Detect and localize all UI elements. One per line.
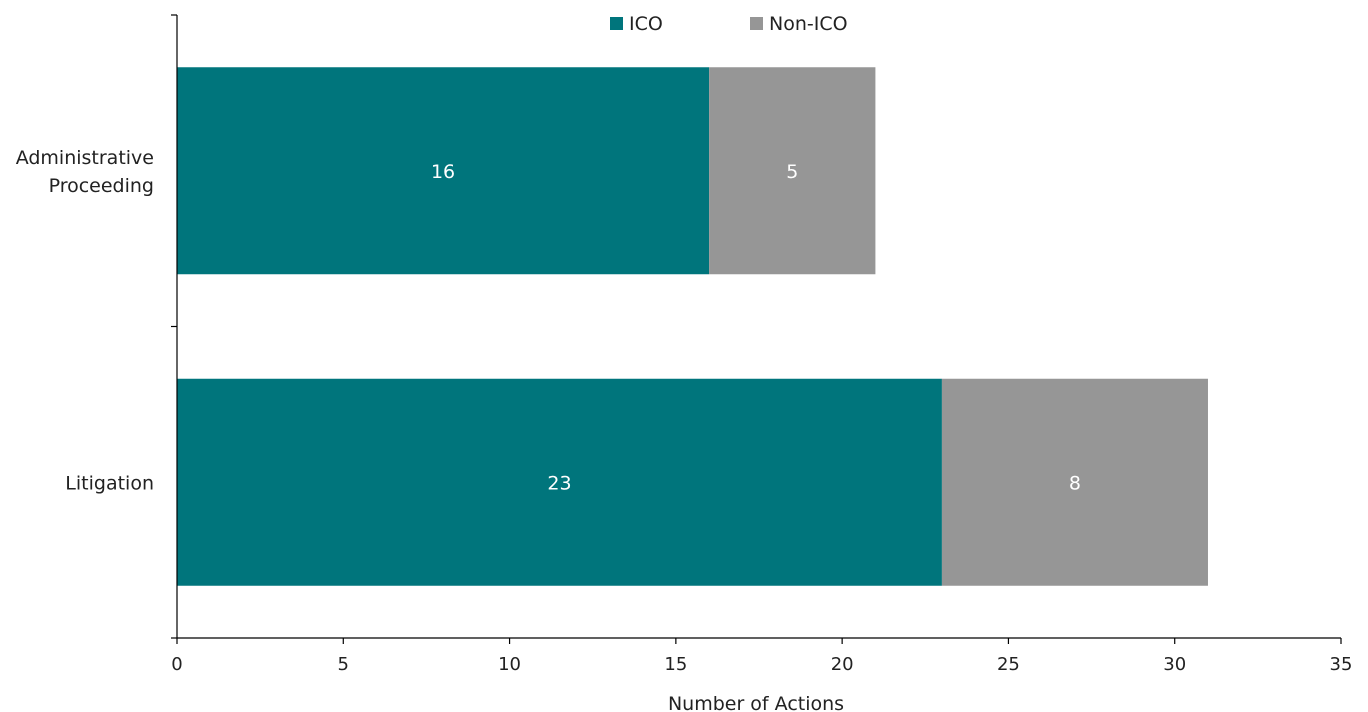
- data-label-non-ico-0: 5: [786, 161, 798, 183]
- legend: ICO Non-ICO: [610, 13, 848, 35]
- x-tick-label-3: 15: [664, 654, 687, 675]
- legend-label-non-ico: Non-ICO: [769, 13, 848, 35]
- bar-ico-1: [177, 378, 942, 586]
- bars: 16 5 23 8: [177, 67, 1208, 586]
- x-tick-label-0: 0: [171, 654, 182, 675]
- x-tick-label-5: 25: [997, 654, 1020, 675]
- x-axis-title: Number of Actions: [668, 693, 844, 712]
- bar-non-ico-1: [941, 378, 1208, 586]
- category-label-1: Litigation: [65, 472, 154, 494]
- legend-swatch-ico: [610, 17, 623, 30]
- x-tick-label-6: 30: [1163, 654, 1186, 675]
- data-label-ico-0: 16: [431, 161, 455, 183]
- x-tick-label-2: 10: [498, 654, 521, 675]
- axes: Administrative Proceeding Litigation 0 5 10 15…: [16, 14, 1353, 675]
- legend-swatch-non-ico: [750, 17, 763, 30]
- bar-ico-0: [177, 67, 710, 275]
- x-tick-label-1: 5: [338, 654, 349, 675]
- data-label-ico-1: 23: [547, 472, 571, 494]
- category-label-0: Administrative Proceeding: [16, 147, 154, 197]
- x-tick-label-7: 35: [1330, 654, 1353, 675]
- legend-label-ico: ICO: [629, 13, 663, 35]
- bar-non-ico-0: [709, 67, 876, 275]
- x-tick-label-4: 20: [831, 654, 854, 675]
- data-label-non-ico-1: 8: [1069, 472, 1081, 494]
